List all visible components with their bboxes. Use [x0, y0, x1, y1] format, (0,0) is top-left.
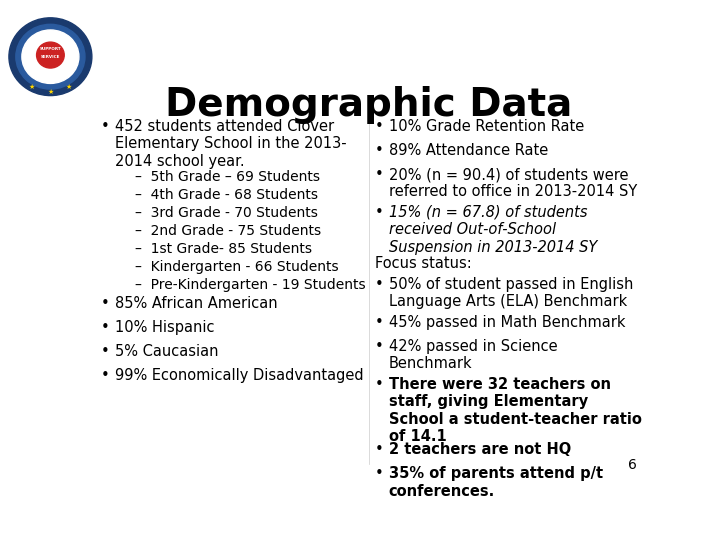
Circle shape [9, 18, 92, 96]
Text: There were 32 teachers on
staff, giving Elementary
School a student-teacher rati: There were 32 teachers on staff, giving … [389, 377, 642, 444]
Text: •: • [374, 466, 383, 481]
Text: 35% of parents attend p/t
conferences.: 35% of parents attend p/t conferences. [389, 466, 603, 498]
Text: 6: 6 [628, 458, 637, 472]
Text: –  1st Grade- 85 Students: – 1st Grade- 85 Students [135, 242, 312, 256]
Text: ★: ★ [66, 84, 72, 90]
Text: 15% (n = 67.8) of students
received Out-of-School
Suspension in 2013-2014 SY: 15% (n = 67.8) of students received Out-… [389, 205, 597, 255]
Text: •: • [374, 315, 383, 330]
Text: 99% Economically Disadvantaged: 99% Economically Disadvantaged [115, 368, 364, 383]
Text: 50% of student passed in English
Language Arts (ELA) Benchmark: 50% of student passed in English Languag… [389, 277, 633, 309]
Text: SERVICE: SERVICE [40, 55, 60, 59]
Text: 2 teachers are not HQ: 2 teachers are not HQ [389, 442, 571, 457]
Circle shape [22, 30, 79, 84]
Text: 85% African American: 85% African American [115, 295, 278, 310]
Text: •: • [374, 167, 383, 182]
Text: –  2nd Grade - 75 Students: – 2nd Grade - 75 Students [135, 224, 321, 238]
Text: SUPPORT: SUPPORT [40, 46, 61, 51]
Text: •: • [101, 119, 110, 134]
Text: 452 students attended Clover
Elementary School in the 2013-
2014 school year.: 452 students attended Clover Elementary … [115, 119, 347, 168]
Text: •: • [374, 119, 383, 134]
Text: –  3rd Grade - 70 Students: – 3rd Grade - 70 Students [135, 206, 318, 220]
Text: •: • [101, 320, 110, 335]
Text: •: • [374, 377, 383, 392]
Text: 5% Caucasian: 5% Caucasian [115, 344, 219, 359]
Text: Focus status:: Focus status: [374, 256, 472, 272]
Text: –  4th Grade - 68 Students: – 4th Grade - 68 Students [135, 188, 318, 202]
Text: •: • [374, 205, 383, 220]
Text: •: • [374, 277, 383, 292]
Text: 10% Hispanic: 10% Hispanic [115, 320, 215, 335]
Text: LEADERSHIP: LEADERSHIP [36, 37, 65, 41]
Text: 89% Attendance Rate: 89% Attendance Rate [389, 143, 548, 158]
Text: 42% passed in Science
Benchmark: 42% passed in Science Benchmark [389, 339, 557, 372]
Circle shape [16, 24, 85, 89]
Text: 20% (n = 90.4) of students were
referred to office in 2013-2014 SY: 20% (n = 90.4) of students were referred… [389, 167, 636, 199]
Text: ★: ★ [29, 84, 35, 90]
Text: •: • [374, 339, 383, 354]
Text: •: • [374, 143, 383, 158]
Text: •: • [101, 344, 110, 359]
Text: •: • [101, 295, 110, 310]
Text: 45% passed in Math Benchmark: 45% passed in Math Benchmark [389, 315, 625, 330]
Text: •: • [101, 368, 110, 383]
Text: –  Pre-Kindergarten - 19 Students: – Pre-Kindergarten - 19 Students [135, 278, 365, 292]
Text: ★: ★ [48, 89, 53, 94]
Text: –  Kindergarten - 66 Students: – Kindergarten - 66 Students [135, 260, 338, 274]
Text: Demographic Data: Demographic Data [166, 85, 572, 124]
Text: •: • [374, 442, 383, 457]
Text: 10% Grade Retention Rate: 10% Grade Retention Rate [389, 119, 584, 134]
Text: –  5th Grade – 69 Students: – 5th Grade – 69 Students [135, 171, 320, 185]
Circle shape [37, 42, 64, 68]
